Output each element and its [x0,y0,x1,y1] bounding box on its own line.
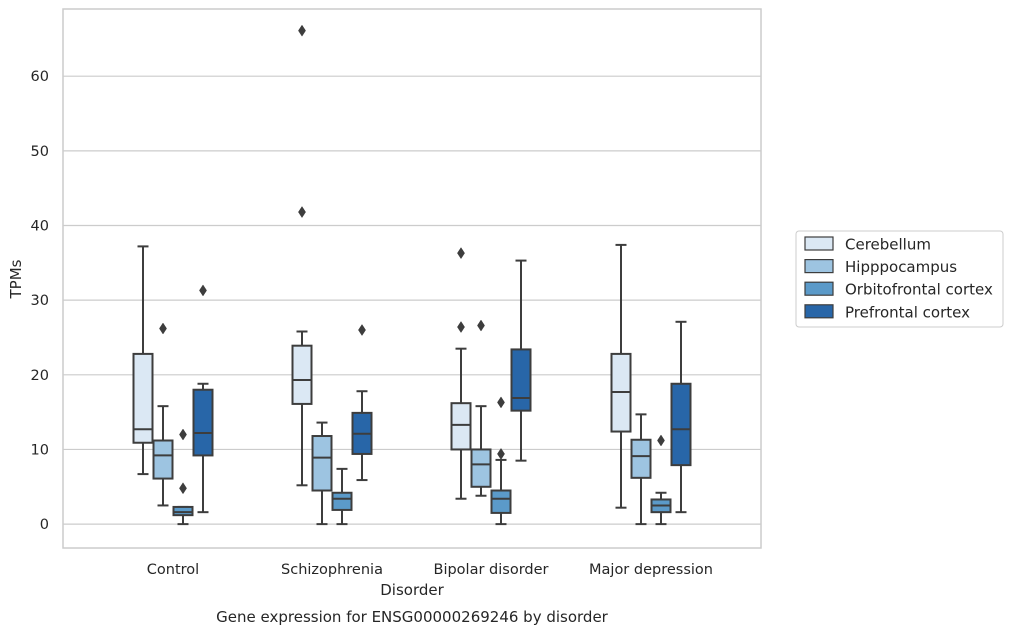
box-prefrontal-cortex [670,320,692,514]
box-layer [132,24,692,526]
x-tick-label: Control [147,562,199,578]
box-body [132,352,154,444]
box-body [152,439,174,480]
box-body [311,435,333,492]
box-body [510,348,532,412]
legend-label: Prefrontal cortex [845,303,970,321]
box-hipppocampus [311,421,333,526]
outlier-point [298,24,306,37]
chart-title: Gene expression for ENSG00000269246 by d… [216,608,609,626]
legend-items: Cerebellum Hipppocampus Orbitofrontal cort… [804,236,993,321]
x-tick-labels: Control Schizophrenia Bipolar disorder Majo… [147,562,713,578]
legend-frame [795,230,1004,328]
legend-swatch [804,304,834,319]
box-body [291,344,313,405]
grid-layer [63,75,761,525]
legend: Cerebellum Hipppocampus Orbitofrontal cort… [795,230,1004,328]
box-orbitofrontal-cortex [172,428,194,526]
y-tick-label: 50 [31,144,49,160]
box-cerebellum [132,245,154,476]
outlier-point [457,247,465,260]
box-prefrontal-cortex [510,259,532,462]
y-tick-label: 10 [31,442,49,458]
box-cerebellum [610,243,632,509]
box-hipppocampus [630,413,652,526]
outlier-point [179,428,187,441]
outlier-point [457,321,465,333]
box-body [630,438,652,479]
x-tick-label: Major depression [589,562,713,578]
legend-swatch [804,281,834,296]
legend-label: Cerebellum [845,236,931,254]
outlier-point [358,324,366,336]
outlier-point [497,396,505,409]
outlier-point [179,482,187,495]
legend-label: Orbitofrontal cortex [845,281,993,299]
box-body [470,448,492,488]
outlier-point [199,284,207,297]
box-orbitofrontal-cortex [650,434,672,526]
box-hipppocampus [470,319,492,497]
outlier-point [477,319,485,332]
plot-frame [62,8,762,549]
box-prefrontal-cortex [351,324,373,482]
outlier-point [497,447,505,460]
box-body [331,491,353,511]
outlier-point [657,434,665,447]
box-body [450,402,472,451]
y-tick-label: 20 [31,368,49,384]
box-prefrontal-cortex [192,284,214,514]
y-tick-label: 30 [31,293,49,309]
y-tick-label: 40 [31,218,49,234]
y-tick-labels: 0 10 20 30 40 50 60 [31,69,49,533]
legend-label: Hipppocampus [845,258,957,276]
x-tick-label: Bipolar disorder [434,562,549,578]
box-cerebellum [450,247,472,500]
box-body [172,505,194,517]
x-axis-title: Disorder [380,581,444,599]
box-body [490,489,512,514]
box-orbitofrontal-cortex [490,396,512,526]
y-tick-label: 0 [40,517,49,533]
y-tick-label: 60 [31,69,49,85]
legend-swatch [804,236,834,251]
x-tick-label: Schizophrenia [281,562,383,578]
legend-swatch [804,259,834,274]
box-orbitofrontal-cortex [331,467,353,526]
outlier-point [298,206,306,219]
box-cerebellum [291,24,313,487]
outlier-point [159,322,167,335]
box-body [670,382,692,467]
box-body [192,388,214,457]
box-hipppocampus [152,322,174,507]
y-axis-title: TPMs [7,259,25,299]
